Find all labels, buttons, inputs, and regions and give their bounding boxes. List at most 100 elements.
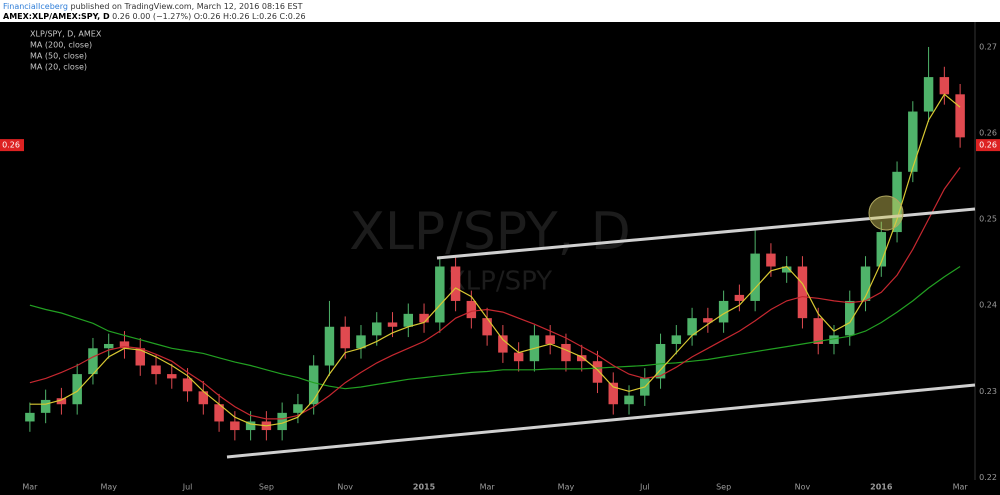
candle-body [797,266,808,319]
candle-body [103,343,114,349]
candle-body [829,335,839,344]
candle-body [687,318,697,336]
candle-body [167,374,177,379]
trendline-lower [226,383,976,459]
y-tick-label: 0.22 [979,473,997,482]
candle-body [750,253,760,301]
candle-body [214,404,224,422]
highlight-circle [868,195,904,231]
candle-body [40,399,51,413]
candle-body [419,313,429,323]
author[interactable]: FinancialIceberg [3,2,68,11]
x-tick-label: May [100,483,117,492]
candle-body [308,365,319,405]
y-tick-label: 0.26 [979,129,997,138]
legend-entry: MA (20, close) [30,63,87,72]
y-tick-label: 0.27 [979,42,997,51]
x-tick-label: 2015 [413,483,436,492]
legend-entry: MA (200, close) [30,41,92,50]
candle-body [545,335,555,344]
candle-body [88,348,98,375]
y-tick-label: 0.25 [979,215,997,224]
candle-body [561,343,571,362]
candle-body [324,326,335,366]
header-line2: AMEX:XLP/AMEX:SPY, D 0.26 0.00 (−1.27%) … [3,12,306,21]
x-tick-label: Sep [259,483,274,492]
candle-body [813,318,823,344]
candle-body [734,294,745,301]
candle-body [372,322,382,336]
x-tick-label: May [558,483,575,492]
candle-body [151,365,161,375]
candle-body [845,300,855,336]
ma-line [29,265,961,390]
candle-body [513,352,524,362]
price-tag [976,139,1000,152]
candle-body [293,404,303,413]
plot [25,46,965,441]
candle-body [908,111,918,172]
candle-body [860,266,871,301]
candle-body [182,378,193,392]
x-tick-label: Nov [337,483,353,492]
price-tag-label: 0.26 [979,141,997,150]
candle-body [245,421,256,431]
x-tick-label: Mar [480,483,496,492]
candle-body [466,300,477,319]
candle-body [435,266,445,323]
candle-body [198,391,209,405]
x-tick-label: Nov [795,483,811,492]
symbol: AMEX:XLP/AMEX:SPY, D [3,12,110,21]
candle-body [135,348,145,366]
quote: 0.26 0.00 (−1.27%) O:0.26 H:0.26 L:0.26 … [112,12,306,21]
candle-body [608,382,618,405]
price-tag [0,139,24,152]
candle-body [576,355,587,362]
x-tick-label: Jul [639,483,650,492]
candle-body [450,266,461,301]
candle-body [25,412,35,422]
candle-body [340,326,350,349]
trendline-upper [436,207,976,260]
watermark-sub: XLP/SPY [448,267,552,297]
x-tick-label: Mar [22,483,38,492]
candle-body [56,398,67,405]
x-tick-label: Sep [716,483,731,492]
candle-body [766,253,776,267]
candle-body [939,77,950,95]
candle-body [277,412,287,431]
header-line1: FinancialIceberg published on TradingVie… [3,2,303,11]
candle-body [892,171,902,233]
price-tag-label: 0.26 [2,141,20,150]
x-tick-label: 2016 [870,483,893,492]
candle-body [655,343,666,379]
candle-body [356,335,366,349]
candle-body [923,77,934,112]
y-tick-label: 0.23 [979,387,997,396]
ma-line [29,167,961,420]
y-tick-label: 0.24 [979,301,997,310]
legend-title: XLP/SPY, D, AMEX [30,30,102,39]
candle-body [671,335,682,344]
x-tick-label: Mar [953,483,969,492]
header-bg [0,0,1000,22]
ma-line [29,93,961,427]
candle-body [703,318,713,323]
chart-bg [0,22,1000,495]
candle-body [718,300,729,323]
candle-body [592,361,603,383]
published: published on TradingView.com, March 12, … [70,2,302,11]
candle-body [403,313,414,327]
x-tick-label: Jul [182,483,193,492]
candle-body [955,94,965,138]
candle-body [387,322,398,327]
legend-entry: MA (50, close) [30,52,87,61]
candle-body [230,421,240,431]
candle-body [781,266,792,273]
candle-body [876,232,887,267]
candle-body [72,374,82,405]
candle-body [482,318,492,336]
candle-body [498,335,508,353]
candle-body [624,395,634,405]
